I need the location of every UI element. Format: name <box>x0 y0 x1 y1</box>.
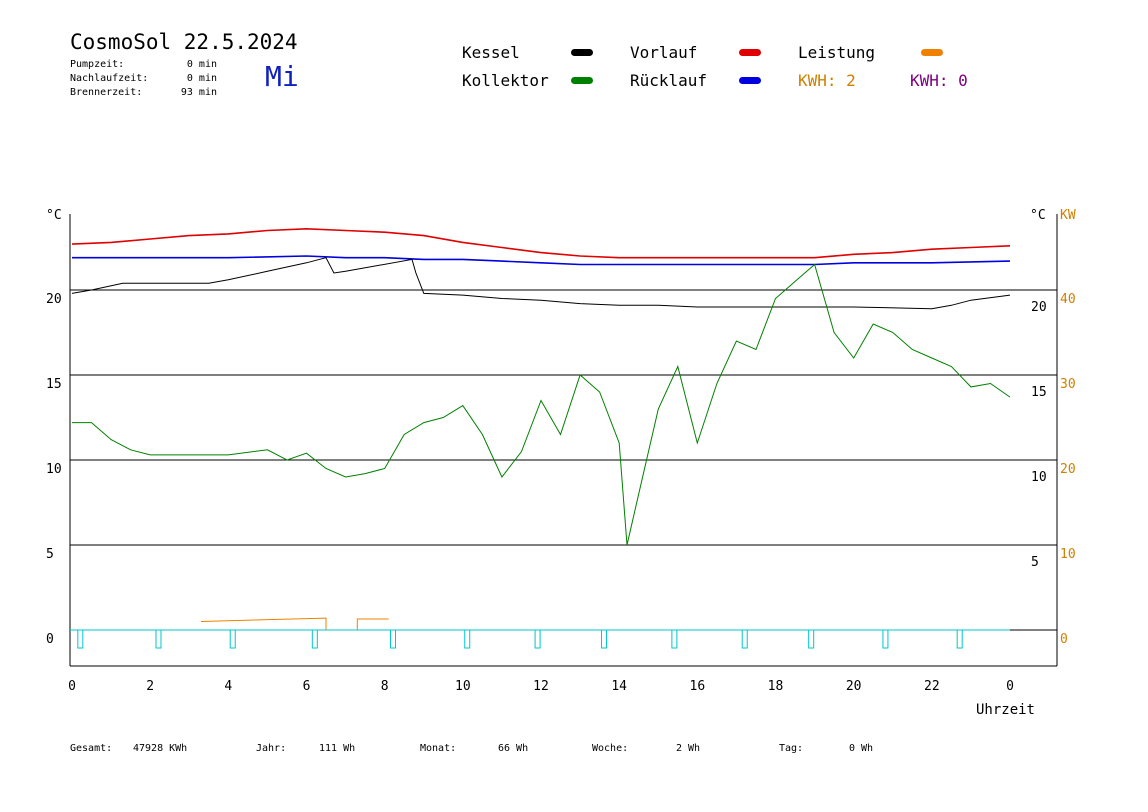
footer-jahr-label: Jahr: <box>256 743 287 754</box>
y-tick-label-right-power: 40 <box>1060 292 1076 307</box>
y-tick-label-left: 20 <box>46 292 62 307</box>
footer-gesamt-label: Gesamt: <box>70 743 113 754</box>
series-line-kollektor <box>72 263 1011 546</box>
footer-jahr-value: 111 Wh <box>319 743 356 754</box>
pump-pulse <box>534 629 541 649</box>
pump-pulse <box>464 629 471 649</box>
y-tick-label-left: 15 <box>46 377 62 392</box>
footer-monat-value: 66 Wh <box>498 743 529 754</box>
stat-label-nachlaufzeit: Nachlaufzeit: <box>70 73 149 84</box>
footer-monat-label: Monat: <box>420 743 457 754</box>
legend-kollektor-label: Kollektor <box>462 71 549 90</box>
x-tick-label: 0 <box>1006 679 1014 694</box>
pump-pulse <box>77 629 84 649</box>
y-tick-label-right-power: 30 <box>1060 377 1076 392</box>
pump-pulse <box>671 629 678 649</box>
stat-value-pumpzeit: 0 min <box>186 59 217 70</box>
series-line-leistung <box>200 617 389 631</box>
kwh-burner-value: KWH: 0 <box>910 71 968 90</box>
legend-kessel-swatch <box>571 49 593 56</box>
legend-ruecklauf-label: Rücklauf <box>630 71 708 90</box>
series-line-kessel <box>71 257 1011 310</box>
legend-kessel-label: Kessel <box>462 43 520 62</box>
stat-label-pumpzeit: Pumpzeit: <box>70 59 125 70</box>
x-tick-label: 12 <box>533 679 549 694</box>
footer-woche-label: Woche: <box>592 743 629 754</box>
kwh-solar-value: KWH: 2 <box>798 71 856 90</box>
stat-value-brennerzeit: 93 min <box>180 87 217 98</box>
pump-pulse <box>956 629 963 649</box>
y-tick-label-right-temp: 15 <box>1031 385 1047 400</box>
pump-pulse <box>601 629 608 649</box>
y-tick-label-right-power: 10 <box>1060 547 1076 562</box>
weekday-label: Mi <box>265 60 299 93</box>
pump-pulse <box>882 629 889 649</box>
series-line-rücklauf <box>72 255 1011 266</box>
x-tick-label: 16 <box>690 679 706 694</box>
y-axis-unit-left: °C <box>46 208 62 223</box>
legend-leistung-label: Leistung <box>798 43 876 62</box>
pump-pulse <box>808 629 815 649</box>
x-tick-label: 18 <box>768 679 784 694</box>
y-tick-label-right-temp: 5 <box>1031 555 1039 570</box>
x-tick-label: 22 <box>924 679 940 694</box>
series-line-vorlauf <box>71 227 1011 259</box>
legend-ruecklauf-swatch <box>739 77 761 84</box>
y-tick-label-left: 10 <box>46 462 62 477</box>
x-tick-label: 6 <box>303 679 311 694</box>
pump-pulse <box>389 629 396 649</box>
legend-kollektor-swatch <box>571 77 593 84</box>
stat-label-brennerzeit: Brennerzeit: <box>70 87 143 98</box>
y-tick-label-right-power: 0 <box>1060 632 1068 647</box>
pump-pulse <box>229 629 236 649</box>
y-axis-unit-power: KW <box>1060 208 1076 223</box>
y-tick-label-left: 5 <box>46 547 54 562</box>
y-axis-unit-right: °C <box>1030 208 1046 223</box>
pump-pulse <box>311 629 318 649</box>
x-tick-label: 10 <box>455 679 471 694</box>
y-tick-label-right-temp: 20 <box>1031 300 1047 315</box>
x-tick-label: 20 <box>846 679 862 694</box>
footer-gesamt-value: 47928 KWh <box>133 743 188 754</box>
footer-tag-label: Tag: <box>779 743 804 754</box>
x-tick-label: 14 <box>611 679 627 694</box>
y-tick-label-right-power: 20 <box>1060 462 1076 477</box>
x-axis-label: Uhrzeit <box>976 702 1035 718</box>
x-tick-label: 8 <box>381 679 389 694</box>
stat-value-nachlaufzeit: 0 min <box>186 73 217 84</box>
pump-pulse <box>741 629 748 649</box>
y-tick-label-left: 0 <box>46 632 54 647</box>
x-tick-label: 0 <box>68 679 76 694</box>
x-tick-label: 4 <box>224 679 232 694</box>
pump-pulse <box>155 629 162 649</box>
legend-vorlauf-label: Vorlauf <box>630 43 698 62</box>
legend-vorlauf-swatch <box>739 49 761 56</box>
y-tick-label-right-temp: 10 <box>1031 470 1047 485</box>
x-tick-label: 2 <box>146 679 154 694</box>
legend-leistung-swatch <box>921 49 943 56</box>
chart-title: CosmoSol 22.5.2024 <box>70 30 298 54</box>
footer-tag-value: 0 Wh <box>849 743 874 754</box>
footer-woche-value: 2 Wh <box>676 743 701 754</box>
